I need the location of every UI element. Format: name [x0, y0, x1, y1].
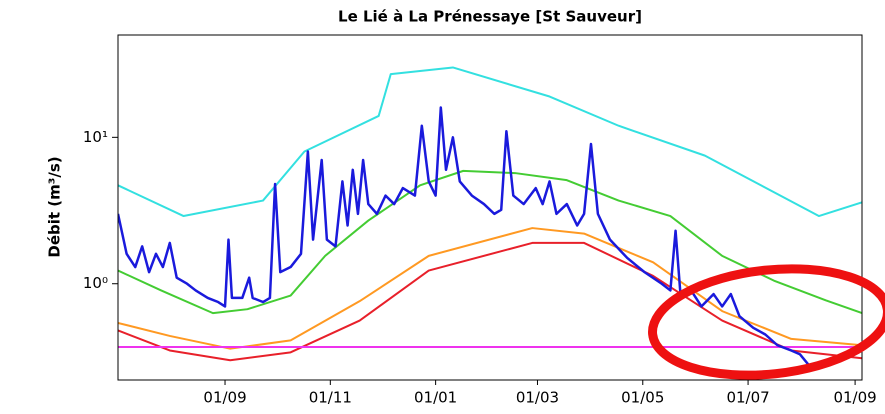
x-tick-label: 01/03 — [516, 389, 559, 407]
x-tick-label: 01/07 — [726, 389, 769, 407]
annotation-circle — [648, 264, 885, 380]
x-tick-label: 01/11 — [309, 389, 352, 407]
x-tick-label: 01/09 — [203, 389, 246, 407]
axes-frame — [117, 34, 863, 381]
x-tick-label: 01/05 — [621, 389, 664, 407]
x-tick-label: 01/09 — [833, 389, 876, 407]
chart-title: Le Lié à La Prénessaye [St Sauveur] — [338, 8, 642, 26]
series-line — [118, 106, 810, 366]
x-tick-label: 01/01 — [414, 389, 457, 407]
series-line — [118, 241, 862, 362]
plot-area — [118, 66, 862, 366]
y-axis-label: Débit (m³/s) — [46, 156, 64, 257]
y-tick-label: 10⁰ — [83, 274, 108, 292]
series-line — [118, 169, 862, 315]
y-tick-label: 10¹ — [83, 128, 108, 146]
series-line — [118, 66, 862, 218]
